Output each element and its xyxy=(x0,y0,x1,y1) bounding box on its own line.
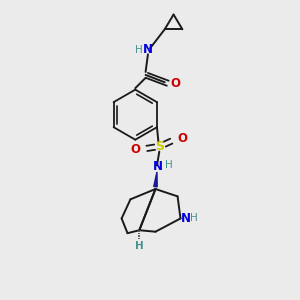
Text: H: H xyxy=(135,241,144,250)
Text: O: O xyxy=(178,133,188,146)
Polygon shape xyxy=(154,172,157,187)
Text: N: N xyxy=(181,212,191,225)
Text: H: H xyxy=(135,45,143,55)
Text: O: O xyxy=(130,143,140,156)
Text: S: S xyxy=(155,140,164,153)
Text: O: O xyxy=(170,77,180,90)
Text: H: H xyxy=(165,160,172,170)
Text: H: H xyxy=(190,214,198,224)
Text: N: N xyxy=(153,160,163,173)
Text: N: N xyxy=(143,44,153,56)
